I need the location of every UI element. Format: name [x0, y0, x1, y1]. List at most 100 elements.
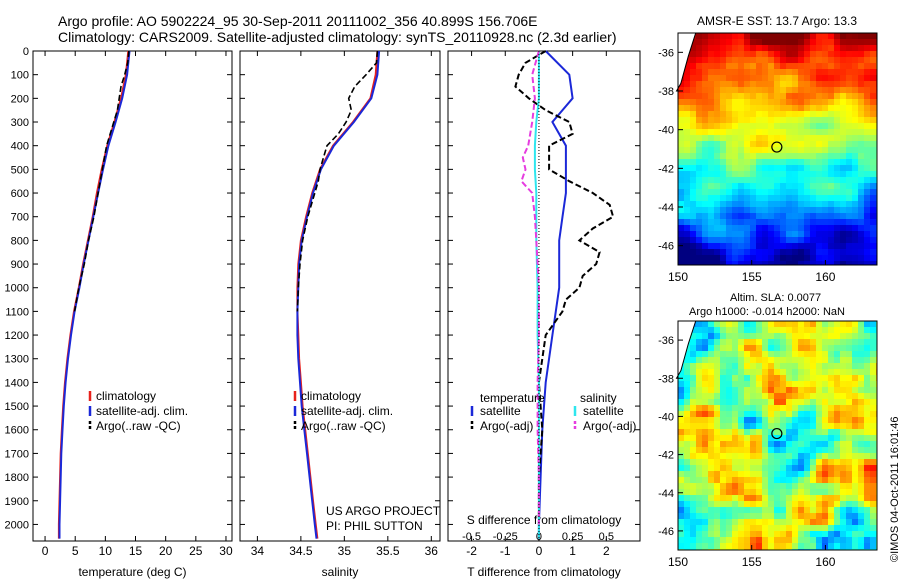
legend-label: climatology	[96, 389, 156, 403]
series-line-argo---raw--qc-	[73, 50, 130, 312]
x-tick-label: 15	[129, 544, 143, 558]
x-tick-label: 34	[251, 544, 265, 558]
legend-title-temperature: temperature	[480, 391, 545, 405]
top-axis-tick-label: -0.25	[493, 531, 518, 543]
map-x-tick-label: 155	[742, 555, 762, 569]
x-tick-label: 35	[338, 544, 352, 558]
legend-title-salinity: salinity	[580, 391, 617, 405]
project-text: US ARGO PROJECT	[326, 504, 441, 518]
map-y-tick-label: -44	[658, 488, 674, 500]
y-tick-label: 600	[11, 188, 29, 200]
map-x-tick-label: 155	[742, 270, 762, 284]
x-tick-label: 20	[159, 544, 173, 558]
map-frame	[677, 32, 878, 266]
legend-label: satellite	[583, 404, 624, 418]
y-tick-label: 800	[11, 235, 29, 247]
x-tick-label: 5	[72, 544, 79, 558]
y-tick-label: 2000	[5, 519, 29, 531]
map-y-tick-label: -40	[658, 125, 674, 137]
map-x-tick-label: 160	[815, 270, 835, 284]
diff-series-line-1	[537, 50, 574, 539]
figure-title-line2: Climatology: CARS2009. Satellite-adjuste…	[58, 29, 617, 45]
map-y-tick-label: -40	[658, 411, 674, 423]
map-y-tick-label: -36	[658, 335, 674, 347]
x-tick-label: 35.5	[376, 544, 400, 558]
y-tick-label: 1400	[5, 377, 29, 389]
y-tick-label: 1500	[5, 401, 29, 413]
x-tick-label: -1	[500, 544, 511, 558]
legend-label: Argo(-adj)	[480, 419, 533, 433]
map-y-tick-label: -44	[658, 202, 674, 214]
map-y-tick-label: -42	[658, 450, 674, 462]
y-tick-label: 700	[11, 212, 29, 224]
sla-map-title-line1: Altim. SLA: 0.0077	[730, 292, 821, 304]
map-y-tick-label: -38	[658, 86, 674, 98]
top-axis-tick-label: 0.5	[599, 531, 614, 543]
x-axis-label: salinity	[322, 565, 359, 579]
top-axis-label: S difference from climatology	[467, 513, 622, 527]
series-line-argo---raw--qc-	[296, 50, 379, 312]
legend-label: climatology	[301, 389, 361, 403]
x-tick-label: 1	[569, 544, 576, 558]
top-axis-tick-label: 0.25	[562, 531, 583, 543]
legend-label: Argo(-adj)	[583, 419, 636, 433]
sst-map-field	[678, 33, 878, 266]
x-tick-label: 10	[99, 544, 113, 558]
map-y-tick-label: -38	[658, 373, 674, 385]
x-axis-label: temperature (deg C)	[78, 565, 186, 579]
map-x-tick-label: 150	[668, 555, 688, 569]
legend-label: satellite-adj. clim.	[301, 404, 393, 418]
y-tick-label: 1600	[5, 425, 29, 437]
x-tick-label: 34.5	[289, 544, 313, 558]
argo-position-marker	[771, 427, 783, 440]
y-tick-label: 300	[11, 117, 29, 129]
legend-label: Argo(..raw -QC)	[96, 419, 181, 433]
legend-label: satellite-adj. clim.	[96, 404, 188, 418]
figure-title-line1: Argo profile: AO 5902224_95 30-Sep-2011 …	[58, 13, 538, 29]
x-tick-label: 25	[189, 544, 203, 558]
x-tick-label: 0	[42, 544, 49, 558]
map-y-tick-label: -36	[658, 47, 674, 59]
map-y-tick-label: -42	[658, 163, 674, 175]
y-tick-label: 0	[23, 46, 29, 58]
top-axis-tick-label: -0.5	[462, 531, 481, 543]
y-tick-label: 1900	[5, 496, 29, 508]
y-tick-label: 1200	[5, 330, 29, 342]
y-tick-label: 1300	[5, 354, 29, 366]
sla-map-field	[678, 321, 878, 551]
sst-map-title: AMSR-E SST: 13.7 Argo: 13.3	[697, 14, 857, 28]
x-tick-label: 30	[219, 544, 233, 558]
x-axis-label: T difference from climatology	[467, 565, 621, 579]
y-tick-label: 1000	[5, 283, 29, 295]
y-tick-label: 1800	[5, 472, 29, 484]
y-tick-label: 900	[11, 259, 29, 271]
y-tick-label: 400	[11, 141, 29, 153]
x-tick-label: 0	[536, 544, 543, 558]
panel-frame-3	[447, 50, 641, 542]
map-x-tick-label: 150	[668, 270, 688, 284]
map-x-tick-label: 160	[815, 555, 835, 569]
diff-series-line-2	[514, 50, 615, 525]
x-tick-label: 2	[603, 544, 610, 558]
y-tick-label: 100	[11, 70, 29, 82]
y-tick-label: 1700	[5, 448, 29, 460]
x-tick-label: 36	[425, 544, 439, 558]
map-frame	[677, 320, 878, 551]
legend-label: Argo(..raw -QC)	[301, 419, 386, 433]
argo-position-marker	[771, 141, 783, 153]
series-line-climatology	[296, 50, 379, 539]
panel-frame-2	[239, 50, 441, 542]
y-tick-label: 200	[11, 93, 29, 105]
sla-map-title-line2: Argo h1000: -0.014 h2000: NaN	[689, 306, 845, 318]
legend-label: satellite	[480, 404, 521, 418]
map-y-tick-label: -46	[658, 526, 674, 538]
series-line-satellite-adj--clim-	[58, 50, 131, 539]
diff-series-line-4	[520, 50, 540, 525]
panel-frame-1	[32, 50, 233, 542]
map-y-tick-label: -46	[658, 241, 674, 253]
y-tick-label: 500	[11, 164, 29, 176]
series-line-climatology	[57, 50, 130, 539]
y-tick-label: 1100	[5, 306, 29, 318]
x-tick-label: -2	[466, 544, 477, 558]
